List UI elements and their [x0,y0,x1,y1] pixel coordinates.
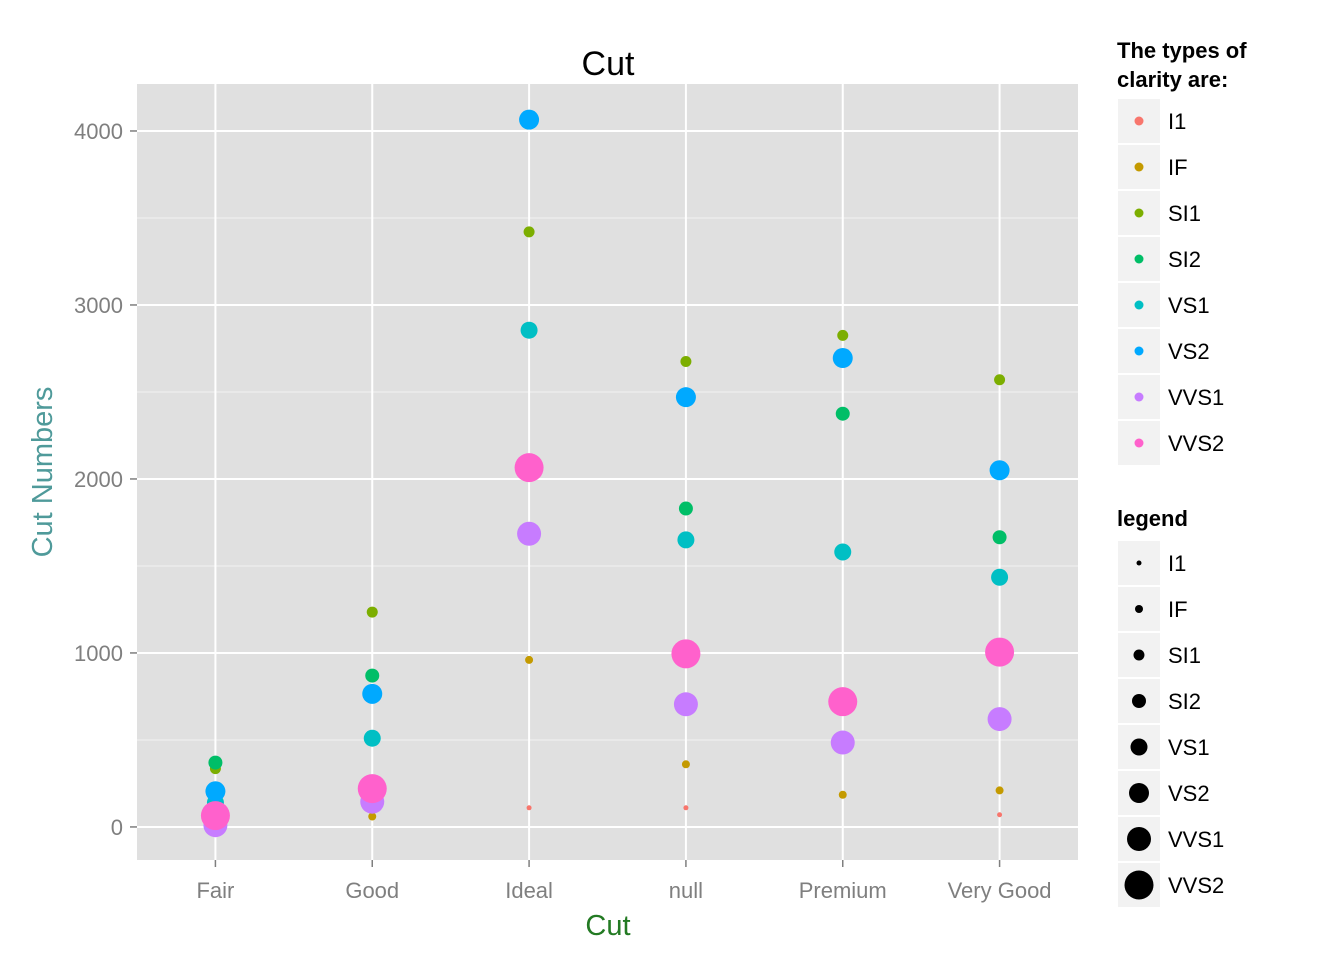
color-legend-label: SI1 [1168,201,1201,226]
color-legend-swatch-vvs2 [1134,438,1144,448]
point-if-null [681,760,690,769]
y-tick-label: 4000 [74,119,123,144]
y-tick-label: 0 [111,815,123,840]
size-legend-label: I1 [1168,551,1186,576]
point-si2-null [678,501,693,516]
point-i1-very-good [997,812,1003,818]
color-legend-label: VS1 [1168,293,1210,318]
point-si2-good [365,668,380,683]
x-tick-label: Fair [196,878,234,903]
point-vvs2-good [357,774,387,804]
size-legend-swatch-vs2 [1129,783,1149,803]
x-axis-ticks: Fair Good Ideal null Premium Very Good [196,860,1052,903]
color-legend-title-line1: The types of [1117,38,1247,63]
size-legend-swatch-vvs1 [1127,827,1151,851]
size-legend: legend I1 IF SI1 SI2 VS1 VS2 VVS1 VVS2 [1117,506,1224,907]
x-tick-label: Premium [799,878,887,903]
point-vvs2-ideal [514,453,544,483]
size-legend-label: VVS1 [1168,827,1224,852]
point-vvs1-very-good [987,707,1012,732]
color-legend-keys: I1 IF SI1 SI2 VS1 VS2 VVS1 VVS2 [1118,99,1224,465]
data-points [200,109,1015,838]
size-legend-keys: I1 IF SI1 SI2 VS1 VS2 VVS1 VVS2 [1118,541,1224,907]
point-if-good [368,812,377,821]
color-legend-label: IF [1168,155,1188,180]
point-vs2-null [675,387,696,408]
point-si1-ideal [523,226,535,238]
size-legend-label: VVS2 [1168,873,1224,898]
color-legend-swatch-if [1134,162,1144,172]
x-tick-label: Good [345,878,399,903]
size-legend-swatch-si2 [1132,694,1146,708]
point-vs1-null [677,531,695,549]
color-legend-swatch-vvs1 [1134,392,1144,402]
size-legend-swatch-vvs2 [1124,870,1154,900]
color-legend-swatch-vs1 [1134,300,1144,310]
point-vvs1-ideal [517,521,542,546]
minor-gridlines [137,217,1078,741]
y-tick-label: 2000 [74,467,123,492]
y-tick-label: 1000 [74,641,123,666]
size-legend-label: VS1 [1168,735,1210,760]
size-legend-swatch-si1 [1133,649,1145,661]
chart-title: Cut [582,45,635,83]
point-if-ideal [525,655,534,664]
size-legend-label: SI2 [1168,689,1201,714]
point-if-very-good [995,786,1004,795]
x-axis-title: Cut [585,910,630,942]
x-tick-label: null [669,878,703,903]
color-legend-swatch-si1 [1134,208,1144,218]
point-vs2-fair [205,781,226,802]
point-vs1-premium [834,543,852,561]
point-i1-ideal [526,805,532,811]
y-tick-label: 3000 [74,293,123,318]
point-si1-null [680,356,692,368]
size-legend-swatch-vs1 [1130,738,1148,756]
size-legend-label: VS2 [1168,781,1210,806]
y-axis-ticks: 0 1000 2000 3000 4000 [74,119,137,840]
point-vvs2-premium [828,687,858,717]
point-vvs2-fair [200,801,230,831]
color-legend-swatch-i1 [1134,116,1144,126]
point-vs2-ideal [519,109,540,130]
x-tick-label: Ideal [505,878,553,903]
point-si1-premium [837,329,849,341]
point-si1-very-good [994,374,1006,386]
color-legend-swatch-si2 [1134,254,1144,264]
size-legend-swatch-if [1135,605,1143,613]
point-vvs1-null [673,692,698,717]
point-si2-fair [208,755,223,770]
point-vs1-very-good [991,568,1009,586]
color-legend-title-line2: clarity are: [1117,67,1228,92]
size-legend-swatch-i1 [1136,560,1142,566]
color-legend-label: VVS1 [1168,385,1224,410]
color-legend-label: SI2 [1168,247,1201,272]
x-tick-label: Very Good [948,878,1052,903]
point-si2-very-good [992,530,1007,545]
point-if-premium [838,790,847,799]
color-legend-label: I1 [1168,109,1186,134]
point-si2-premium [835,406,850,421]
point-vvs2-very-good [985,637,1015,667]
point-si1-good [366,606,378,618]
point-vs1-good [363,729,381,747]
point-vs2-very-good [989,460,1010,481]
size-legend-title: legend [1117,506,1188,531]
y-axis-title: Cut Numbers [27,387,59,558]
size-legend-label: IF [1168,597,1188,622]
color-legend-label: VVS2 [1168,431,1224,456]
plot-panel [137,84,1078,860]
color-legend: The types of clarity are: I1 IF SI1 SI2 VS1 V… [1117,38,1247,465]
point-i1-null [683,805,689,811]
point-vvs1-premium [830,730,855,755]
point-vs2-good [362,683,383,704]
point-vs2-premium [832,348,853,369]
color-legend-label: VS2 [1168,339,1210,364]
point-vs1-ideal [520,321,538,339]
point-vvs2-null [671,639,701,669]
size-legend-label: SI1 [1168,643,1201,668]
color-legend-swatch-vs2 [1134,346,1144,356]
